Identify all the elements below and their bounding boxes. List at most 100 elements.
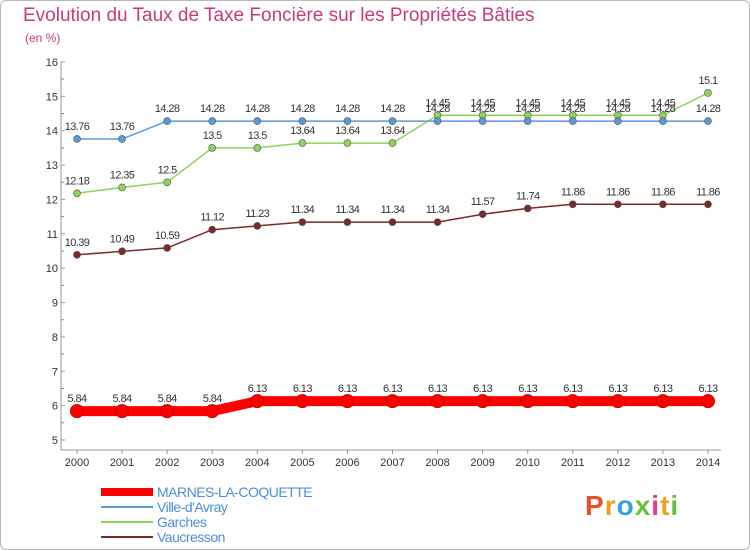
y-tick-label: 11 xyxy=(47,229,58,241)
x-tick-label: 2003 xyxy=(200,457,224,469)
x-tick-label: 2010 xyxy=(515,457,539,469)
y-tick-label: 5 xyxy=(52,435,58,447)
data-label: 6.13 xyxy=(473,383,492,395)
series-point xyxy=(568,117,577,125)
data-label: 13.64 xyxy=(290,125,315,137)
legend-item: MARNES-LA-COQUETTE xyxy=(101,485,401,500)
legend-item: Ville-d'Avray xyxy=(101,500,401,515)
x-tick-label: 2004 xyxy=(245,457,269,469)
y-tick-label: 8 xyxy=(52,332,58,344)
data-label: 14.45 xyxy=(470,97,495,109)
series-point xyxy=(208,144,217,152)
data-label: 11.34 xyxy=(290,204,314,216)
series-point xyxy=(115,404,130,419)
series-point xyxy=(659,200,667,209)
data-label: 13.64 xyxy=(380,125,405,137)
data-label: 5.84 xyxy=(203,393,222,405)
x-tick-label: 2008 xyxy=(425,457,449,469)
series-point xyxy=(295,394,310,409)
x-tick-label: 2007 xyxy=(380,457,404,469)
y-tick-label: 12 xyxy=(46,194,58,206)
data-label: 14.45 xyxy=(561,97,586,109)
data-label: 6.13 xyxy=(383,383,402,395)
x-tick-label: 2013 xyxy=(651,457,675,469)
series-point xyxy=(298,117,307,125)
x-tick-label: 2011 xyxy=(561,457,585,469)
series-point xyxy=(163,117,171,125)
series-point xyxy=(163,178,171,187)
data-label: 13.5 xyxy=(203,130,222,142)
series-point xyxy=(614,117,622,125)
series-point xyxy=(343,139,352,147)
series-point xyxy=(253,117,262,125)
series-point xyxy=(385,394,400,409)
data-label: 13.5 xyxy=(248,130,267,142)
y-tick-label: 15 xyxy=(46,91,58,103)
series-point xyxy=(118,135,126,143)
data-label: 15.1 xyxy=(698,75,717,87)
data-label: 11.74 xyxy=(516,190,540,202)
series-point xyxy=(433,218,442,226)
series-point xyxy=(704,117,712,125)
y-tick-label: 13 xyxy=(46,160,58,172)
series-point xyxy=(433,117,442,125)
data-label: 14.28 xyxy=(425,103,450,115)
proxiti-logo: Proxiti xyxy=(585,490,680,521)
chart-title: Evolution du Taux de Taxe Foncière sur l… xyxy=(23,5,535,26)
data-label: 12.5 xyxy=(158,164,177,176)
data-label: 12.35 xyxy=(110,169,135,181)
series-point xyxy=(298,218,307,226)
y-tick-label: 14 xyxy=(46,126,58,138)
series-point xyxy=(340,394,355,409)
data-label: 11.86 xyxy=(651,186,675,198)
series-point xyxy=(208,225,217,234)
data-label: 13.64 xyxy=(335,125,360,137)
data-label: 14.28 xyxy=(470,103,495,115)
series-point xyxy=(73,189,81,198)
series-point xyxy=(565,394,580,409)
data-label: 13.76 xyxy=(110,121,135,133)
data-label: 14.45 xyxy=(606,97,631,109)
series-point xyxy=(430,394,445,409)
series-point xyxy=(704,89,712,97)
legend-swatch xyxy=(101,506,153,508)
data-label: 11.34 xyxy=(381,204,405,216)
data-label: 6.13 xyxy=(608,383,627,395)
series-point xyxy=(208,117,217,125)
data-label: 14.28 xyxy=(155,103,180,115)
x-tick-label: 2000 xyxy=(65,457,89,469)
data-label: 6.13 xyxy=(338,383,357,395)
data-label: 5.84 xyxy=(158,393,177,405)
data-label: 11.86 xyxy=(561,186,585,198)
series-point xyxy=(343,117,352,125)
x-tick-label: 2001 xyxy=(110,457,134,469)
legend-swatch xyxy=(101,521,153,523)
series-point xyxy=(73,135,81,143)
series-point xyxy=(704,200,712,209)
series-point xyxy=(253,222,262,230)
data-label: 14.45 xyxy=(651,97,676,109)
series-point xyxy=(298,139,307,147)
series-point xyxy=(118,183,126,192)
x-tick-label: 2012 xyxy=(606,457,630,469)
data-label: 10.39 xyxy=(65,237,90,249)
data-label: 11.86 xyxy=(606,186,630,198)
data-label: 11.34 xyxy=(336,204,360,216)
x-tick-label: 2009 xyxy=(470,457,494,469)
series-point xyxy=(610,394,625,409)
data-label: 5.84 xyxy=(67,393,86,405)
series-point xyxy=(205,404,220,419)
legend-label: Ville-d'Avray xyxy=(157,499,228,515)
series-point xyxy=(520,394,535,409)
series-point xyxy=(568,200,577,209)
data-label: 6.13 xyxy=(248,383,267,395)
legend-label: Garches xyxy=(157,514,207,530)
series-point xyxy=(614,200,622,209)
series-point xyxy=(163,244,171,252)
data-label: 14.28 xyxy=(200,103,225,115)
data-label: 5.84 xyxy=(113,393,132,405)
series-point xyxy=(700,394,715,409)
series-point xyxy=(523,204,532,213)
data-label: 11.23 xyxy=(245,208,269,220)
